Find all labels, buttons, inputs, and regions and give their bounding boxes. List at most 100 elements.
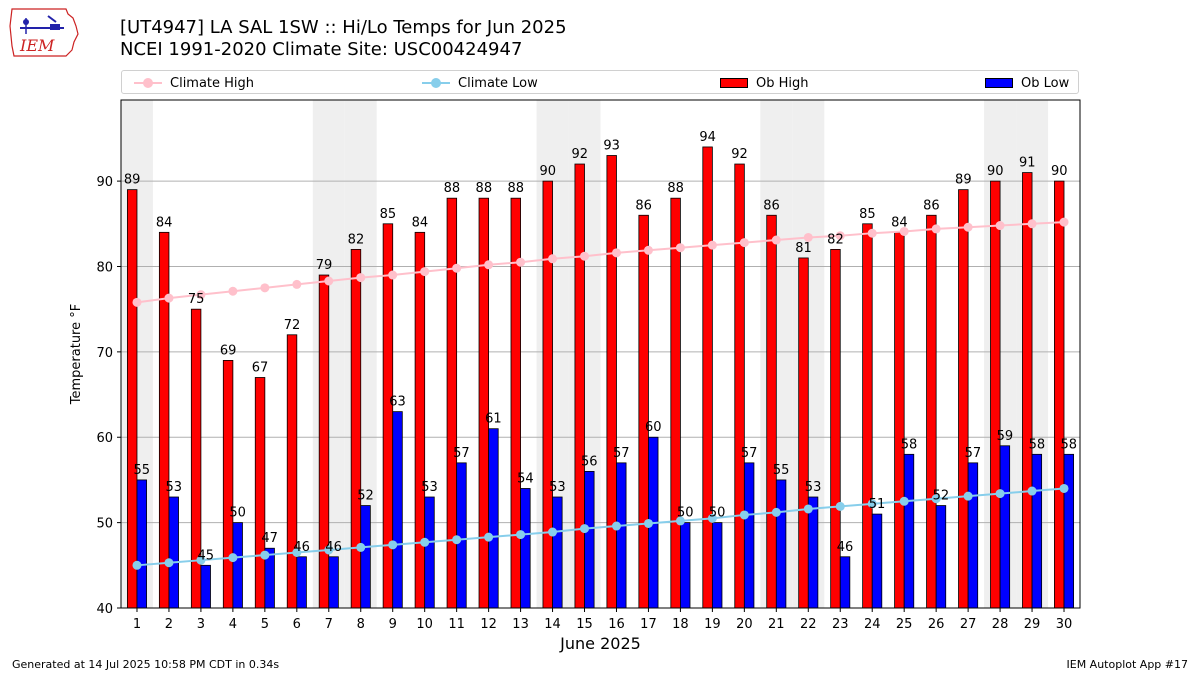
ob-high-label: 88 [476,181,493,196]
x-tick-label: 24 [864,617,881,632]
x-tick-label: 26 [928,617,945,632]
climate-low-point [484,532,494,542]
ob-high-label: 81 [795,241,812,256]
ob-high-label: 69 [220,343,237,358]
climate-low-point [196,555,206,565]
ob-low-label: 46 [837,540,854,555]
ob-low-label: 46 [293,540,310,555]
ob-high-bar [958,189,969,609]
ob-high-label: 86 [635,198,652,213]
climate-low-point [867,499,877,509]
ob-low-label: 53 [165,480,182,495]
ob-high-label: 85 [859,207,876,222]
x-tick-label: 18 [672,617,689,632]
ob-low-bar [680,522,691,609]
ob-high-label: 67 [252,360,269,375]
climate-low-point [452,535,462,545]
logo-text: IEM [19,36,55,55]
ob-high-bar [286,334,298,609]
climate-low-point [931,494,941,504]
climate-high-point [516,257,526,267]
ob-high-bar [542,180,553,609]
ob-low-bar [839,556,851,609]
ob-high-bar [382,223,394,609]
ob-low-bar [520,488,531,609]
ob-high-label: 90 [987,164,1004,179]
ob-high-label: 82 [348,232,365,247]
climate-high-point [228,286,238,296]
ob-low-label: 45 [197,548,214,563]
climate-high-point [963,222,973,232]
climate-low-point [1027,486,1037,496]
ob-high-bar [638,214,649,609]
climate-high-point [452,263,462,273]
climate-low-point [1059,483,1069,493]
ob-high-bar [606,155,617,609]
legend-climate-low-label: Climate Low [458,75,538,91]
climate-low-swatch [422,78,450,88]
y-tick-label: 80 [96,260,113,275]
y-tick-label: 70 [96,346,113,361]
climate-high-point [548,254,558,264]
ob-low-label: 57 [453,446,470,461]
ob-high-bar [1054,180,1065,609]
ob-low-bar [967,462,979,609]
ob-high-label: 86 [763,198,780,213]
ob-high-bar [1022,172,1033,609]
climate-high-point [132,297,142,307]
ob-high-label: 91 [1019,156,1036,171]
y-tick-label: 50 [96,517,113,532]
ob-high-label: 93 [603,138,620,153]
ob-high-label: 79 [316,258,333,273]
climate-high-swatch [134,78,162,88]
ob-low-bar [136,479,147,609]
y-tick-label: 40 [96,602,113,617]
climate-high-point [867,228,877,238]
ob-low-label: 52 [933,489,950,504]
x-tick-label: 30 [1056,617,1073,632]
x-tick-label: 13 [512,617,529,632]
ob-high-bar [734,163,745,609]
ob-low-bar [360,505,371,609]
ob-high-bar [126,189,138,609]
climate-high-point [675,243,685,253]
x-tick-label: 3 [197,617,205,632]
ob-low-label: 58 [1029,437,1046,452]
ob-low-label: 58 [1061,437,1078,452]
ob-low-bar [552,496,563,609]
legend-climate-high-label: Climate High [170,75,255,91]
climate-high-point [324,276,334,286]
climate-low-point [260,550,270,560]
climate-low-point [132,560,142,570]
climate-high-point [611,248,621,258]
ob-low-label: 58 [901,437,918,452]
ob-low-bar [903,453,915,609]
x-tick-label: 11 [448,617,465,632]
ob-high-label: 89 [124,173,141,188]
climate-high-point [580,251,590,261]
ob-high-bar [574,163,585,609]
ob-low-label: 55 [773,463,790,478]
ob-high-bar [670,197,681,609]
ob-high-bar [414,231,426,609]
climate-high-point [388,270,398,280]
ob-high-bar [478,197,490,609]
climate-low-point [707,513,717,523]
ob-low-label: 57 [613,446,630,461]
x-tick-label: 15 [576,617,593,632]
legend: Climate High Climate Low Ob High Ob Low [121,70,1079,94]
y-tick-label: 90 [96,175,113,190]
ob-high-label: 85 [380,207,397,222]
ob-low-label: 52 [357,489,374,504]
ob-high-label: 88 [444,181,461,196]
climate-high-point [196,290,206,300]
x-tick-label: 9 [389,617,397,632]
x-tick-label: 28 [992,617,1009,632]
ob-low-label: 53 [421,480,438,495]
ob-high-label: 92 [731,147,748,162]
ob-low-label: 56 [581,454,598,469]
climate-low-point [803,504,813,514]
climate-low-point [164,558,174,568]
title-line-1: [UT4947] LA SAL 1SW :: Hi/Lo Temps for J… [120,17,567,38]
